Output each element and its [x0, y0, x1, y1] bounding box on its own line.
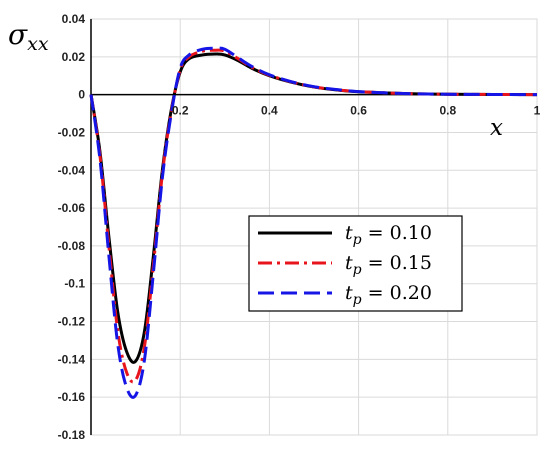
- x-tick-label: 0.6: [350, 104, 367, 118]
- series-line-3: [89, 46, 538, 399]
- y-tick-label: -0.08: [58, 239, 86, 253]
- y-tick-label: -0.02: [58, 125, 86, 139]
- y-tick-label: 0.02: [62, 50, 86, 64]
- y-tick-label: 0.04: [62, 12, 86, 26]
- y-axis-label-sub: xx: [27, 33, 49, 55]
- y-tick-label: -0.14: [58, 352, 86, 366]
- x-tick-label: 0.4: [261, 104, 278, 118]
- y-tick-label: -0.04: [58, 163, 86, 177]
- legend-items: tp = 0.10 tp = 0.15 tp = 0.20: [258, 222, 432, 308]
- series-line-2: [89, 48, 538, 384]
- y-tick-label: -0.16: [58, 390, 86, 404]
- y-tick-label: -0.06: [58, 201, 86, 215]
- legend: tp = 0.10 tp = 0.15 tp = 0.20: [248, 215, 463, 312]
- y-tick-label: -0.1: [64, 277, 85, 291]
- y-axis-label: σxx: [8, 18, 49, 55]
- x-tick-label: 0.8: [439, 104, 456, 118]
- legend-label-3: tp = 0.20: [345, 282, 432, 308]
- x-axis-label: x: [490, 115, 503, 141]
- legend-label-1: tp = 0.10: [345, 222, 432, 248]
- y-tick-label: -0.12: [58, 315, 86, 329]
- x-tick-label: 1: [534, 104, 541, 118]
- series-layer: [89, 46, 538, 399]
- x-tick-label: 0.2: [172, 104, 189, 118]
- y-tick-label: 0: [78, 88, 85, 102]
- y-tick-label: -0.18: [58, 428, 86, 442]
- y-axis-label-main: σ: [8, 18, 28, 51]
- tick-labels: 0.04 0.02 0 -0.02 -0.04 -0.06 -0.08 -0.1 -0.12 -0…: [58, 12, 541, 442]
- legend-label-2: tp = 0.15: [345, 252, 432, 278]
